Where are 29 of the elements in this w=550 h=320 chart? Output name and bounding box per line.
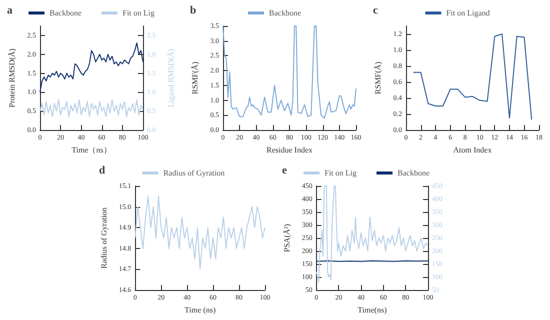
y-axis-title: RSMF(Å) — [374, 61, 382, 94]
y2-axis-title: Ligand RMSD(Å) — [166, 48, 176, 108]
line-series — [40, 99, 144, 118]
x-axis-title: Atom Index — [453, 146, 492, 154]
legend-label: Backbone — [269, 8, 302, 18]
legend-label: Fit on Ligand — [446, 8, 490, 18]
x-axis-title: Residue Index — [266, 146, 312, 154]
line-series — [316, 186, 428, 283]
x-axis-title: Time (ns) — [184, 306, 216, 314]
x-axis-title: Time(ns) — [358, 306, 388, 314]
chart-title: e — [282, 164, 287, 176]
x-axis-title: Time（ns） — [72, 146, 112, 154]
legend-label: Radius of Gyration — [163, 168, 225, 178]
y-axis-title: PSA(Å²) — [282, 224, 292, 252]
y-axis-title: RSMF(Å) — [190, 61, 200, 94]
legend-label: Fit on Lig — [324, 168, 357, 178]
line-series — [40, 42, 144, 93]
y-axis-title: Protein RMSD(Å) — [8, 48, 16, 108]
chart-title: d — [99, 164, 106, 176]
legend-label: Backbone — [50, 8, 82, 18]
chart-title: a — [7, 4, 13, 16]
line-series — [222, 26, 356, 119]
chart-title: c — [373, 4, 378, 16]
line-series — [412, 34, 532, 120]
chart-title: b — [190, 4, 196, 16]
legend-label: Backbone — [398, 168, 430, 178]
y-axis-title: Radius of Gyration — [100, 207, 108, 269]
legend-label: Fit on Lig — [122, 8, 155, 18]
line-series — [134, 196, 266, 270]
